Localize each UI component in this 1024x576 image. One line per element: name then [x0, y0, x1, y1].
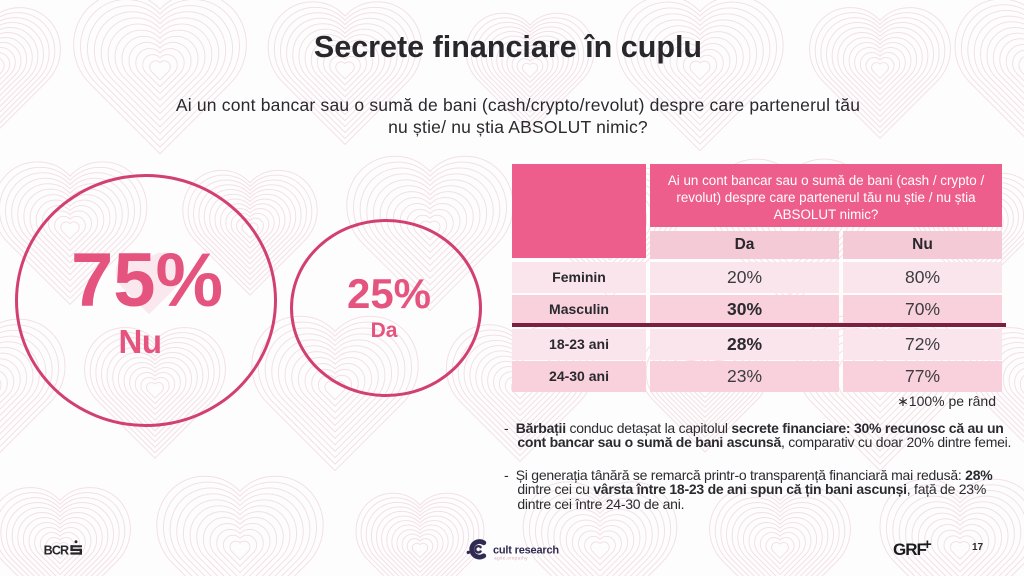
svg-text:cult research: cult research — [493, 544, 559, 556]
svg-text:BCR: BCR — [44, 544, 69, 558]
svg-text:agile.empathy: agile.empathy — [494, 556, 528, 562]
